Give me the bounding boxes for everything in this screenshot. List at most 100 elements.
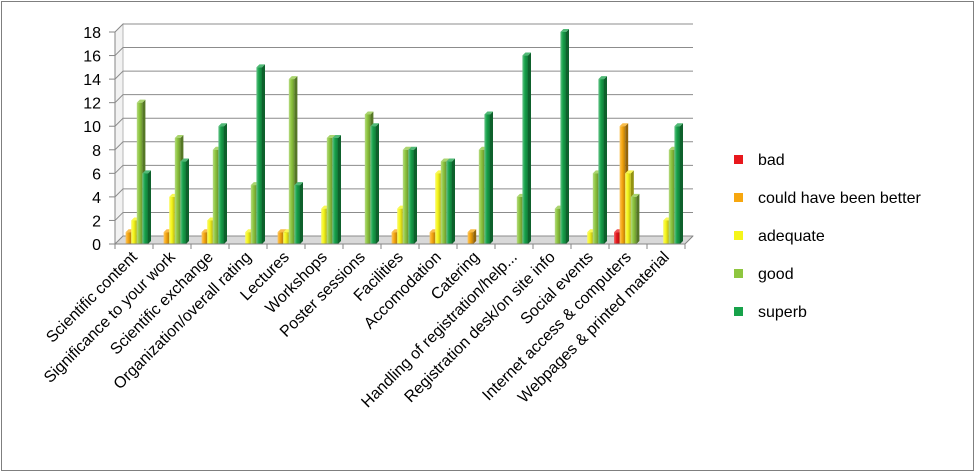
bar	[522, 52, 531, 244]
bar	[294, 182, 303, 244]
bar-front	[663, 220, 669, 244]
y-tick-label: 14	[83, 72, 101, 89]
bar-front	[522, 55, 528, 244]
legend-swatch	[734, 193, 743, 202]
bar-top	[288, 76, 298, 80]
legend-label: good	[758, 266, 794, 283]
bar-side	[680, 123, 683, 244]
gridline	[114, 94, 693, 104]
bar-front	[180, 161, 186, 244]
bar-front	[397, 208, 403, 244]
legend-item: superb	[734, 304, 807, 321]
side-wall	[114, 23, 124, 245]
bar-top	[598, 76, 607, 80]
bar-top	[674, 123, 683, 127]
bar	[180, 158, 189, 244]
bar-top	[364, 111, 374, 115]
bar-top	[408, 146, 417, 150]
gridline	[114, 141, 693, 151]
bar	[142, 170, 151, 244]
bar-front	[332, 138, 338, 244]
bar	[560, 29, 569, 244]
legend-item: could have been better	[734, 190, 921, 207]
legend-swatch	[734, 269, 743, 278]
gridline	[114, 235, 693, 245]
bar-top	[174, 135, 184, 138]
bar-front	[587, 232, 593, 244]
bar-top	[277, 229, 287, 233]
bar-side	[490, 111, 493, 244]
bar-front	[212, 149, 219, 244]
bar-top	[136, 99, 146, 103]
legend-item: adequate	[734, 228, 825, 245]
bar-front	[560, 32, 566, 244]
bar-top	[180, 158, 189, 162]
bar-front	[326, 138, 333, 244]
bar-side	[414, 146, 417, 244]
bar-top	[402, 146, 412, 150]
legend-item: bad	[734, 152, 785, 169]
legend-label: could have been better	[758, 190, 921, 207]
bar-side	[300, 182, 303, 244]
legend-swatch	[734, 307, 743, 316]
bar-front	[668, 149, 675, 244]
y-tick-label: 0	[92, 237, 101, 254]
bar	[467, 229, 477, 244]
legend-swatch	[734, 155, 743, 164]
bar-top	[332, 135, 341, 138]
y-tick-label: 2	[92, 213, 101, 230]
y-tick-label: 16	[83, 49, 101, 66]
legend-item: good	[734, 266, 794, 283]
bar-top	[440, 158, 450, 162]
axes	[114, 32, 694, 249]
bar-top	[218, 123, 227, 127]
bar-front	[256, 67, 262, 244]
bar-side	[528, 52, 531, 244]
bar-side	[376, 123, 379, 244]
bar-top	[619, 123, 629, 127]
bar-top	[560, 29, 569, 32]
bar-front	[250, 185, 257, 244]
bar-side	[473, 229, 477, 244]
gridline	[114, 47, 693, 56]
bar	[630, 193, 640, 244]
bar-side	[452, 158, 455, 244]
bar-side	[566, 29, 569, 244]
bar-front	[391, 232, 398, 244]
bar-side	[262, 64, 265, 244]
y-tick-label: 18	[83, 25, 101, 42]
bar	[446, 158, 455, 244]
back-wall	[123, 24, 693, 236]
bar-front	[364, 114, 371, 244]
bar-top	[467, 229, 477, 233]
bar-front	[467, 232, 474, 244]
bar-front	[174, 138, 181, 244]
bar-front	[163, 232, 170, 244]
bar-front	[207, 220, 213, 244]
bar-front	[370, 126, 376, 244]
bar-top	[484, 111, 493, 115]
bar-front	[245, 232, 251, 244]
bar-front	[169, 196, 175, 244]
bar-side	[338, 135, 341, 244]
y-tick-label: 6	[92, 166, 101, 183]
bar-front	[592, 173, 599, 244]
gridline	[114, 188, 693, 198]
bar-side	[148, 170, 151, 244]
bar-top	[370, 123, 379, 127]
bar-front	[619, 126, 626, 244]
bar-front	[142, 173, 148, 244]
bar-front	[201, 232, 208, 244]
bar-front	[125, 232, 132, 244]
bar-front	[321, 208, 327, 244]
bar-top	[625, 170, 634, 174]
bar-front	[288, 79, 295, 244]
bar	[674, 123, 683, 244]
bar-front	[446, 161, 452, 244]
bar-front	[277, 232, 284, 244]
legend-label: superb	[758, 304, 807, 321]
bar-top	[294, 182, 303, 186]
